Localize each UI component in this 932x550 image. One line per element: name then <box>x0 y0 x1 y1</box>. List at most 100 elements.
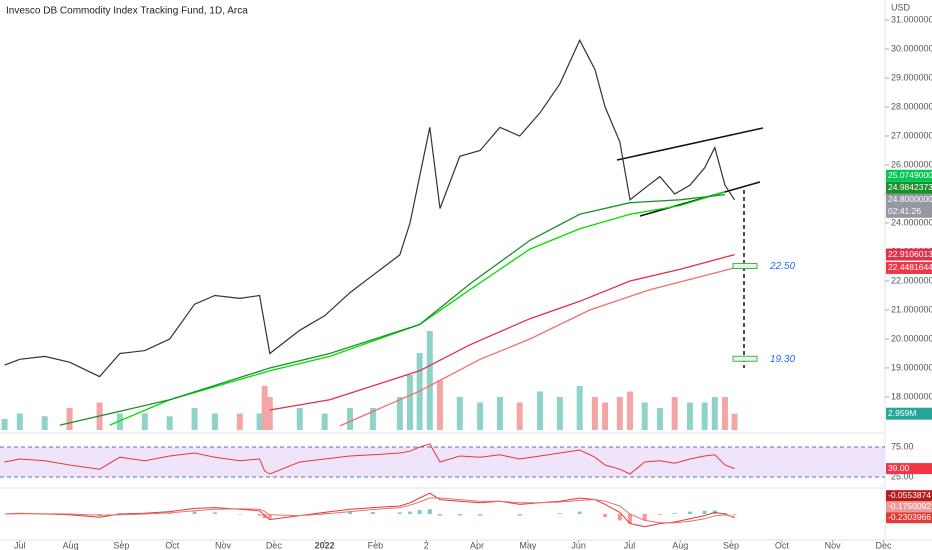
volume-bar <box>686 402 693 430</box>
volume-badge-label: 2.959M <box>888 408 916 418</box>
macd-histogram <box>397 512 402 514</box>
volume-bar <box>16 413 23 430</box>
x-tick-label: Aug <box>63 540 79 550</box>
volume-bar <box>496 397 503 430</box>
volume-bar <box>141 413 148 430</box>
macd-histogram <box>642 514 647 521</box>
volume-bar <box>1 419 8 430</box>
price-badge-label: 25.0749000 <box>888 170 932 180</box>
signal-line <box>4 497 735 524</box>
price-badge-label: 22.4481644 <box>888 262 932 272</box>
macd-histogram <box>687 511 692 514</box>
x-tick-label: Oct <box>775 540 790 550</box>
x-tick-label: Jul <box>624 540 636 550</box>
price-badge-label: 24.8000000 <box>888 194 932 204</box>
volume-bar <box>369 408 376 430</box>
price-badge <box>886 169 932 182</box>
macd-histogram <box>370 512 375 514</box>
volume-bar <box>256 413 263 430</box>
price-badge-label: 24.9842373 <box>888 182 932 192</box>
volume-bar <box>591 397 598 430</box>
volume-bar <box>211 413 218 430</box>
volume-bar <box>456 397 463 430</box>
target-box <box>732 355 758 362</box>
volume-bar <box>347 408 354 430</box>
macd-histogram <box>577 511 582 514</box>
volume-bar <box>396 397 403 430</box>
volume-bar <box>166 416 173 430</box>
volume-bar <box>516 402 523 430</box>
x-tick-label: Dec <box>875 540 892 550</box>
price-badge <box>886 501 932 513</box>
target-label: 22.50 <box>769 261 795 272</box>
volume-bar <box>191 408 198 430</box>
price-badge <box>886 512 932 524</box>
volume-bar <box>616 397 623 430</box>
volume-bar <box>721 397 728 430</box>
price-badge <box>886 248 932 261</box>
currency-label: USD <box>891 2 911 12</box>
volume-bar <box>576 386 583 430</box>
volume-bar <box>671 397 678 430</box>
macd-histogram <box>407 511 412 514</box>
volume-badge <box>886 407 932 420</box>
x-tick-label: Feb <box>368 540 384 550</box>
volume-bar <box>41 416 48 430</box>
price-badge-label: -0.0553874 <box>888 490 931 500</box>
x-tick-label: Nov <box>215 540 232 550</box>
volume-bar <box>656 408 663 430</box>
price-badge <box>886 193 932 218</box>
macd-line <box>4 492 735 528</box>
rsi-tick-label: 75.00 <box>891 441 914 451</box>
x-tick-label: Sep <box>113 540 129 550</box>
x-tick-label: 2022 <box>315 540 335 550</box>
volume-bar <box>436 380 443 430</box>
price-badge-label: -0.1750092 <box>888 501 931 511</box>
volume-bar <box>266 397 273 430</box>
macd-histogram <box>192 511 197 514</box>
macd-histogram <box>672 513 677 514</box>
macd-histogram <box>257 514 262 516</box>
channel-upper <box>616 127 764 161</box>
macd-histogram <box>427 509 432 514</box>
volume-bar <box>711 397 718 430</box>
price-badge <box>886 463 932 475</box>
macd-histogram <box>603 514 608 518</box>
volume-bar <box>731 413 738 430</box>
rsi-band <box>0 447 885 477</box>
x-tick-label: Jun <box>571 540 586 550</box>
x-tick-label: Dec <box>266 540 283 550</box>
volume-bar <box>116 413 123 430</box>
macd-histogram <box>702 510 707 514</box>
x-tick-label: May <box>519 540 537 550</box>
volume-bar <box>261 386 268 430</box>
chart-title: Invesco DB Commodity Index Tracking Fund… <box>6 6 248 17</box>
macd-histogram <box>617 514 622 521</box>
price-badge <box>886 261 932 274</box>
macd-histogram <box>417 510 422 514</box>
volume-bar <box>701 402 708 430</box>
moving-average <box>109 191 726 426</box>
x-tick-label: 2 <box>424 540 429 550</box>
x-tick-label: Nov <box>825 540 842 550</box>
x-tick-label: Apr <box>470 540 484 550</box>
volume-bar <box>236 413 243 430</box>
macd-histogram <box>557 513 562 514</box>
price-badge-label: 22.9106013 <box>888 249 932 259</box>
macd-histogram <box>478 514 483 516</box>
target-label: 19.30 <box>770 354 795 365</box>
price-line <box>4 38 736 378</box>
macd-histogram <box>212 512 217 514</box>
macd-histogram <box>517 514 522 516</box>
volume-bar <box>641 402 648 430</box>
volume-bar <box>602 402 609 430</box>
x-tick-label: Aug <box>672 540 688 550</box>
